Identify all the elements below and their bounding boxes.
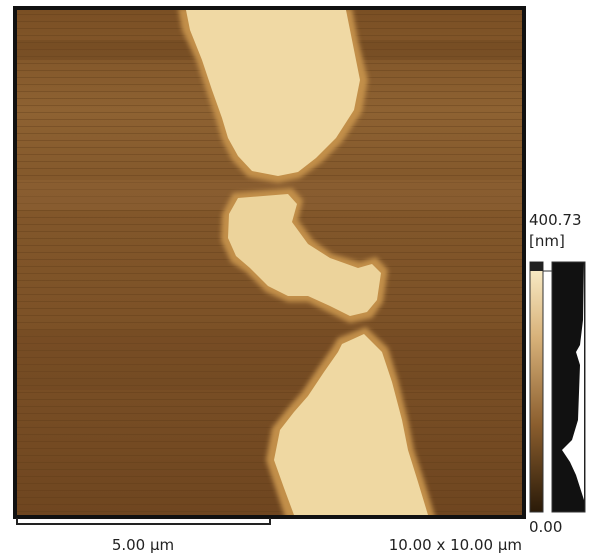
color-bar-unit: [nm] bbox=[529, 232, 565, 250]
color-bar-min: 0.00 bbox=[529, 518, 562, 536]
topography-image bbox=[17, 8, 522, 520]
color-bar bbox=[530, 262, 543, 512]
color-bar-max: 400.73 bbox=[529, 211, 582, 229]
scale-bar-label: 5.00 µm bbox=[112, 536, 174, 554]
color-bar-marker bbox=[530, 262, 543, 271]
scan-size: 10.00 x 10.00 µm bbox=[389, 536, 522, 554]
afm-view: 5.00 µm 10.00 x 10.00 µm 400.73 [nm] 0.0… bbox=[0, 0, 597, 555]
